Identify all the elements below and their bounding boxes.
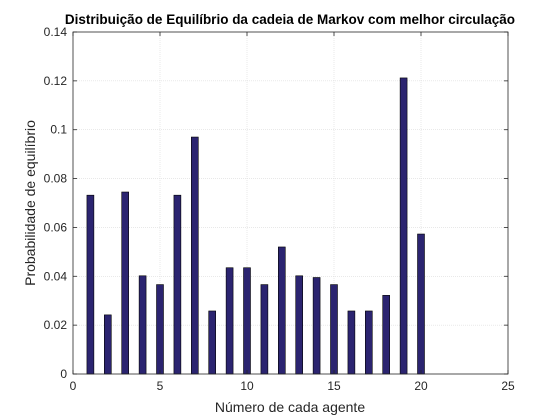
x-tick-label: 10 — [240, 379, 254, 393]
bar-agent-7 — [191, 136, 199, 375]
y-tick-label: 0.1 — [50, 123, 67, 137]
y-tick-label: 0.14 — [44, 25, 68, 39]
bar-agent-16 — [347, 310, 356, 375]
y-tick-label: 0.04 — [44, 269, 68, 283]
bar-agent-6 — [173, 194, 182, 375]
y-tick-labels: 0 0.02 0.04 0.06 0.08 0.1 0.12 0.14 — [44, 25, 68, 381]
bar-agent-9 — [225, 267, 234, 375]
bar-agent-4 — [138, 275, 147, 375]
bar-agent-11 — [260, 284, 269, 375]
x-tick-label: 5 — [157, 379, 164, 393]
x-tick-label: 0 — [70, 379, 77, 393]
y-tick-label: 0.12 — [44, 74, 68, 88]
bar-agent-12 — [278, 246, 286, 375]
bar-agent-17 — [365, 310, 373, 375]
bar-agent-20 — [417, 233, 425, 375]
grid-lines — [73, 32, 508, 374]
bar-agent-13 — [295, 275, 303, 375]
bar-agent-5 — [156, 284, 164, 375]
y-tick-label: 0 — [60, 367, 67, 381]
bar-agent-10 — [243, 267, 251, 375]
y-axis-label: Probabilidade de equilíbrio — [22, 120, 38, 286]
x-tick-label: 20 — [414, 379, 428, 393]
bar-agent-2 — [104, 314, 112, 375]
y-tick-label: 0.02 — [44, 318, 68, 332]
bar-agent-14 — [312, 277, 321, 375]
x-axis-label: Número de cada agente — [215, 399, 365, 415]
x-tick-label: 15 — [327, 379, 341, 393]
axes-box — [72, 31, 509, 375]
x-tick-labels: 0 5 10 15 20 25 — [70, 379, 515, 393]
bar-agent-15 — [330, 284, 338, 375]
bars — [86, 77, 425, 375]
x-tick-label: 25 — [501, 379, 515, 393]
chart-title: Distribuição de Equilíbrio da cadeia de … — [65, 12, 515, 27]
y-tick-label: 0.08 — [44, 172, 68, 186]
axis-ticks — [72, 31, 509, 375]
bar-agent-8 — [208, 310, 216, 375]
bar-agent-1 — [86, 194, 95, 375]
bar-agent-3 — [121, 191, 129, 375]
bar-agent-19 — [399, 77, 408, 375]
bar-agent-18 — [382, 295, 390, 375]
y-tick-label: 0.06 — [44, 220, 68, 234]
